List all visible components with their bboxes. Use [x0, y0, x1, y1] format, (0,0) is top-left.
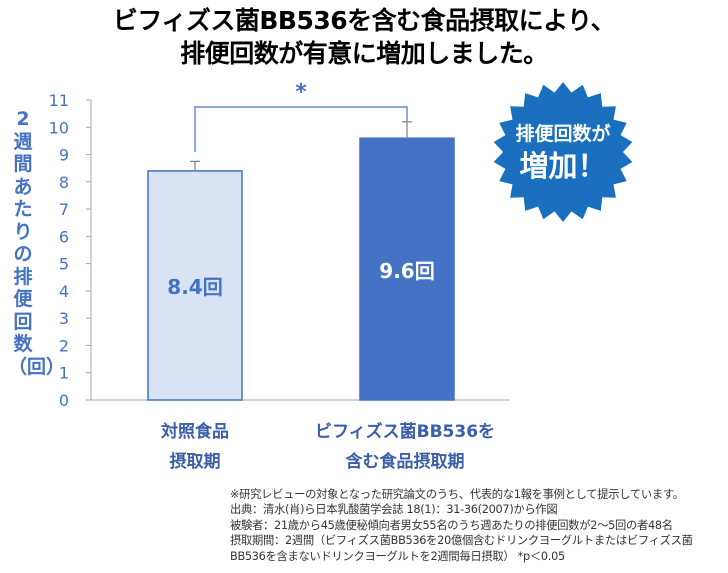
badge-text-line-1: 排便回数が [515, 122, 610, 145]
y-tick-label: 9 [59, 146, 69, 165]
significance-mark: * [295, 80, 307, 105]
footnote-line: 出典：清水(肖)ら日本乳酸菌学会誌 18(1)：31-36(2007)から作図 [230, 503, 558, 517]
y-tick-label: 2 [59, 336, 69, 355]
badge-shape [493, 82, 633, 222]
x-category-label-control: 対照食品 摂取期 [120, 417, 270, 477]
y-tick-label: 0 [59, 391, 69, 410]
footnote-line: 被験者：21歳から45歳便秘傾向者男女55名のうち週あたりの排便回数が2〜5回の… [230, 518, 673, 532]
y-tick-label: 5 [59, 255, 69, 274]
x-category-line: 摂取期 [169, 452, 221, 472]
y-tick-label: 10 [49, 118, 69, 137]
title-line-2: 排便回数が有意に増加しました。 [180, 39, 548, 68]
y-tick-label: 11 [49, 91, 69, 110]
y-tick-label: 4 [59, 282, 69, 301]
footnote-line: ※研究レビューの対象となった研究論文のうち、代表的な1報を事例として提示していま… [230, 488, 684, 501]
x-category-line: ビフィズス菌BB536を [314, 422, 496, 442]
y-tick-label: 6 [59, 227, 69, 246]
footnotes: ※研究レビューの対象となった研究論文のうち、代表的な1報を事例として提示していま… [230, 487, 720, 564]
footnote-line: BB536を含まないドリンクヨーグルトを2週間毎日摂取） *p＜0.05 [230, 549, 565, 563]
x-category-label-treatment: ビフィズス菌BB536を 含む食品摂取期 [305, 417, 505, 477]
y-tick-label: 8 [59, 173, 69, 192]
footnote-line: 摂取期間：2週間（ビフィズス菌BB536を20億個含むドリンクヨーグルトまたはビ… [230, 534, 693, 548]
y-tick-label: 3 [59, 309, 69, 328]
data-label: 9.6回 [379, 259, 434, 283]
significance-bracket [194, 106, 408, 152]
y-tick-label: 7 [59, 200, 69, 219]
y-axis-label: 2週間あたりの排便回数（回） [8, 108, 66, 378]
data-label: 8.4回 [167, 275, 222, 299]
x-category-line: 含む食品摂取期 [345, 452, 465, 472]
badge-text-line-2: 増加！ [519, 149, 606, 183]
bar [359, 137, 455, 401]
title-line-1: ビフィズス菌BB536を含む食品摂取により、 [112, 6, 616, 35]
x-category-line: 対照食品 [161, 422, 229, 442]
badge-starburst: 排便回数が 増加！ [493, 82, 633, 222]
y-tick-label: 1 [59, 364, 69, 383]
